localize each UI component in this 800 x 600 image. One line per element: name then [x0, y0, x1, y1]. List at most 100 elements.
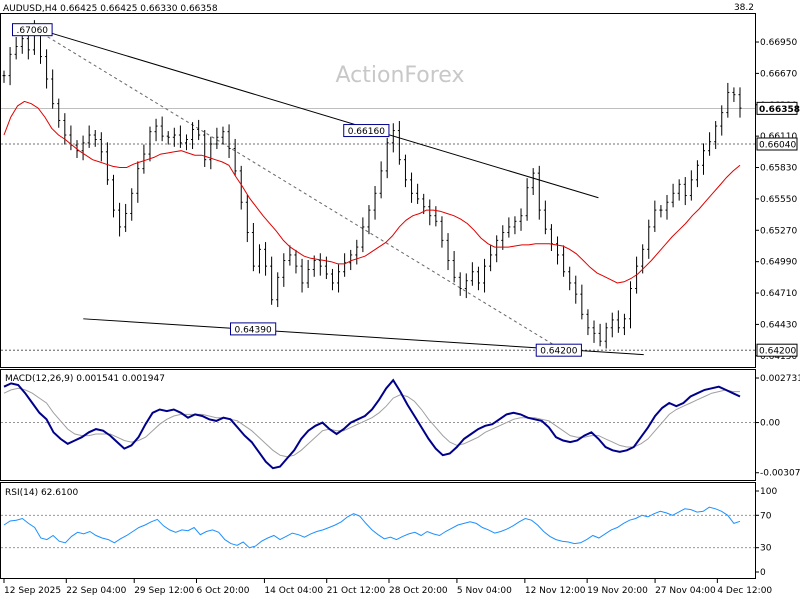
rsi-panel: 100 70 30 0 [1, 487, 777, 578]
rsi-title: RSI(14) 62.6100 [5, 488, 78, 498]
price-bar [580, 284, 584, 320]
price-bar [702, 143, 706, 175]
price-bar [495, 235, 499, 263]
price-bar [714, 121, 718, 150]
price-bar [434, 206, 438, 227]
price-bar [282, 253, 286, 287]
price-bar [221, 126, 225, 145]
price-axis-label: 0.66670 [760, 69, 797, 79]
price-panel: 0.669500.666700.663900.661100.658300.655… [1, 20, 800, 362]
price-bar [330, 268, 334, 291]
price-axis-label: 0.65830 [760, 164, 797, 174]
price-bar [300, 258, 304, 293]
price-bar [184, 134, 188, 151]
price-bar [622, 313, 626, 336]
price-bar [568, 266, 572, 291]
price-bar [239, 165, 243, 210]
price-axis-label: 0.64710 [760, 289, 797, 299]
price-axis-label: 0.64150 [760, 352, 797, 362]
macd-axis-label: 0.002731 [760, 374, 800, 384]
price-bar [416, 183, 420, 204]
svg-text:0.66358: 0.66358 [759, 105, 800, 115]
price-bar [45, 49, 49, 89]
macd-signal-line [3, 387, 740, 458]
price-bar [458, 272, 462, 296]
svg-text:0.64390: 0.64390 [234, 325, 271, 335]
price-bar [513, 216, 517, 235]
price-bar [2, 70, 6, 83]
price-bar [318, 253, 322, 276]
price-bar [130, 188, 134, 221]
price-bar [537, 165, 541, 220]
price-bar [276, 272, 280, 308]
price-bar [604, 322, 608, 349]
macd-title: MACD(12,26,9) 0.001541 0.001947 [5, 374, 165, 384]
price-bar [464, 273, 468, 299]
price-bar [410, 172, 414, 203]
price-bar [653, 200, 657, 232]
price-bar [610, 312, 614, 338]
price-bar [476, 266, 480, 291]
price-bar [209, 136, 213, 170]
price-bar [489, 245, 493, 272]
price-bar [507, 217, 511, 238]
price-bar [324, 256, 328, 280]
level-badge: 0.64200 [756, 343, 798, 357]
price-bar [732, 87, 736, 102]
price-bar [178, 125, 182, 148]
price-bar [671, 183, 675, 208]
price-bar [105, 142, 109, 185]
price-panel-frame [0, 13, 756, 368]
price-bar [598, 323, 602, 347]
price-bar [586, 309, 590, 336]
price-bar [93, 129, 97, 147]
svg-text:0.64200: 0.64200 [540, 347, 577, 357]
x-axis-label: 5 Nov 04:00 [457, 586, 512, 596]
price-bar [172, 127, 176, 147]
price-bar [391, 123, 395, 153]
price-bar [245, 194, 249, 243]
corner-value: 38.2 [734, 3, 754, 13]
price-bar [99, 132, 103, 162]
rsi-panel-frame [0, 482, 756, 579]
rsi-axis-label: 0 [760, 568, 766, 578]
price-bar [197, 119, 201, 141]
price-bar [531, 168, 535, 195]
price-bar [403, 154, 407, 188]
x-axis-label: 19 Nov 20:00 [587, 586, 648, 596]
price-bar [81, 135, 85, 161]
price-bar [422, 193, 426, 215]
price-bar [659, 205, 663, 218]
dashed-trendline [32, 27, 560, 349]
price-annotation: 0.64200 [535, 343, 582, 357]
price-bar [8, 47, 12, 86]
price-bar [629, 281, 633, 329]
level-badge: 0.66040 [756, 137, 798, 151]
price-bar [397, 121, 401, 165]
price-bar [616, 310, 620, 333]
price-bar [677, 179, 681, 201]
price-bar [525, 178, 529, 221]
price-bar [501, 225, 505, 250]
price-bar [337, 264, 341, 293]
macd-panel-frame [0, 369, 756, 481]
svg-text:0.66160: 0.66160 [348, 127, 385, 137]
price-bar [154, 118, 158, 142]
price-bar [665, 194, 669, 220]
x-axis-label: 6 Oct 20:00 [196, 586, 249, 596]
svg-text:0.64200: 0.64200 [759, 347, 796, 357]
price-bar [738, 87, 742, 118]
macd-axis-label: 0.00 [760, 419, 780, 429]
x-axis-label: 12 Sep 2025 [4, 586, 61, 596]
rsi-axis-label: 30 [760, 544, 772, 554]
price-bar [379, 161, 383, 199]
rsi-axis-label: 70 [760, 511, 772, 521]
price-bar [51, 69, 55, 109]
price-bar [446, 233, 450, 271]
price-axis-label: 0.66110 [760, 132, 797, 142]
price-bar [470, 262, 474, 286]
price-bar [683, 177, 687, 206]
price-bar [233, 138, 237, 176]
price-bar [428, 199, 432, 226]
